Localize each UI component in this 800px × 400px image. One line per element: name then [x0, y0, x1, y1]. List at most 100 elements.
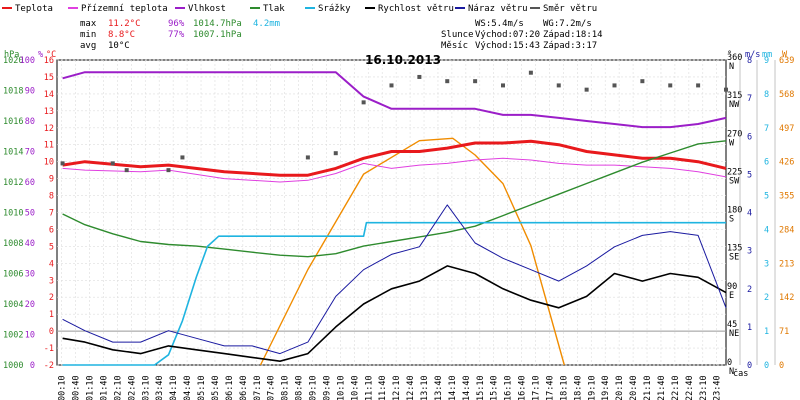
legend: Teplota Přízemní teplota Vlhkost Tlak Srážky… — [2, 4, 597, 14]
time-tick-label: 14:40 — [462, 375, 472, 400]
temp-tick-label: 6 — [49, 225, 54, 235]
time-tick-label: 17:40 — [545, 375, 555, 400]
wind-direction-point — [166, 168, 171, 173]
pct-tick-label: 20 — [25, 300, 35, 310]
hpa-tick-label: 1020 — [3, 56, 23, 66]
mm-tick-label: 4 — [764, 225, 769, 235]
time-tick-label: 22:40 — [685, 375, 695, 400]
dir-compass-label: W — [729, 138, 735, 148]
wind-direction-point — [417, 74, 422, 79]
hpa-tick-label: 1004 — [3, 300, 23, 310]
temp-tick-label: 4 — [49, 259, 54, 269]
sun-rise: Východ:07:20 — [475, 30, 540, 40]
wind-direction-point — [180, 155, 185, 160]
legend-label: Náraz větru — [468, 4, 528, 14]
series-line-n-raz-v-tru — [62, 204, 727, 355]
axis-title-hpa: hPa — [4, 50, 19, 60]
series-layer — [60, 70, 728, 366]
dir-compass-label: NE — [729, 329, 739, 339]
moon-label: Měsíc — [441, 41, 468, 51]
pct-tick-label: 10 — [25, 331, 35, 341]
dir-tick-label: 90 — [727, 282, 737, 292]
temp-tick-label: 7 — [49, 209, 54, 219]
ms-tick-label: 7 — [747, 94, 752, 104]
time-tick-label: 23:10 — [699, 375, 709, 400]
axis-title-dir: ° — [727, 50, 732, 60]
wind-direction-point — [361, 100, 366, 105]
series-line-vlhkost — [62, 71, 727, 129]
time-tick-label: 17:10 — [532, 375, 542, 400]
time-tick-label: 23:40 — [713, 375, 723, 400]
wind-direction-point — [333, 151, 338, 156]
ms-tick-label: 5 — [747, 170, 752, 180]
wind-ws: WS:5.4m/s — [475, 19, 524, 29]
time-tick-label: 05:10 — [197, 375, 207, 400]
temp-tick-label: 16 — [44, 56, 54, 66]
pct-tick-label: 80 — [25, 117, 35, 127]
time-tick-label: 16:40 — [518, 375, 528, 400]
time-tick-label: 04:40 — [183, 375, 193, 400]
dir-compass-label: SE — [729, 253, 739, 263]
stat-min-label: min — [80, 30, 96, 40]
stat-min-temp: 8.8°C — [108, 30, 135, 40]
dir-tick-label: 315 — [727, 91, 742, 101]
mm-tick-label: 8 — [764, 90, 769, 100]
hpa-tick-label: 1006 — [3, 270, 23, 280]
stat-max-label: max — [80, 19, 97, 29]
wind-direction-point — [501, 83, 505, 88]
stat-min-hum: 77% — [168, 30, 185, 40]
hpa-tick-label: 1000 — [3, 361, 23, 371]
ms-tick-label: 4 — [747, 209, 752, 219]
stat-min-press: 1007.1hPa — [193, 30, 242, 40]
dir-tick-label: 45 — [727, 320, 737, 330]
dir-compass-label: N — [729, 367, 734, 377]
ms-tick-label: 3 — [747, 247, 752, 257]
temp-tick-label: 5 — [49, 242, 54, 252]
temp-tick-label: 14 — [44, 90, 54, 100]
temp-tick-label: 3 — [49, 276, 54, 286]
pct-tick-label: 100 — [20, 56, 35, 66]
time-tick-label: 12:40 — [406, 375, 416, 400]
time-tick-label: 15:10 — [476, 375, 486, 400]
axis-title-solar: W — [782, 50, 788, 60]
wind-direction-point — [724, 87, 728, 92]
time-tick-label: 22:10 — [671, 375, 681, 400]
temp-tick-label: 0 — [49, 327, 54, 337]
mm-tick-label: 0 — [764, 361, 769, 371]
stat-max-hum: 96% — [168, 19, 185, 29]
dir-compass-label: SW — [729, 176, 740, 186]
temp-tick-label: 12 — [44, 124, 54, 134]
wind-direction-point — [445, 79, 450, 84]
temp-tick-label: 9 — [49, 175, 54, 185]
solar-tick-label: 0 — [779, 361, 784, 371]
wind-direction-point — [528, 70, 533, 75]
moon-rise: Východ:15:43 — [475, 41, 540, 51]
solar-tick-label: 568 — [779, 90, 794, 100]
solar-tick-label: 213 — [779, 259, 794, 269]
wind-direction-point — [473, 79, 478, 84]
legend-label: Tlak — [263, 4, 285, 14]
series-line-teplota — [62, 139, 727, 177]
dir-tick-label: 360 — [727, 53, 742, 63]
pct-tick-label: 50 — [25, 209, 35, 219]
time-tick-label: 06:10 — [225, 375, 235, 400]
wind-direction-point — [305, 155, 310, 160]
time-tick-label: 21:10 — [643, 375, 653, 400]
mm-tick-label: 9 — [764, 56, 769, 66]
wind-direction-point — [696, 83, 701, 88]
hpa-tick-label: 1002 — [3, 331, 23, 341]
series-line-slunce — [259, 137, 565, 366]
hpa-tick-label: 1012 — [3, 178, 23, 188]
solar-tick-label: 142 — [779, 293, 794, 303]
mm-tick-label: 3 — [764, 259, 769, 269]
pct-tick-label: 60 — [25, 178, 35, 188]
solar-tick-label: 426 — [779, 158, 794, 168]
time-tick-label: 03:10 — [141, 375, 151, 400]
dir-tick-label: 0 — [727, 358, 732, 368]
ms-tick-label: 2 — [747, 285, 752, 295]
temp-tick-label: 1 — [49, 310, 54, 320]
temp-tick-label: 13 — [44, 107, 54, 117]
solar-tick-label: 284 — [779, 225, 794, 235]
